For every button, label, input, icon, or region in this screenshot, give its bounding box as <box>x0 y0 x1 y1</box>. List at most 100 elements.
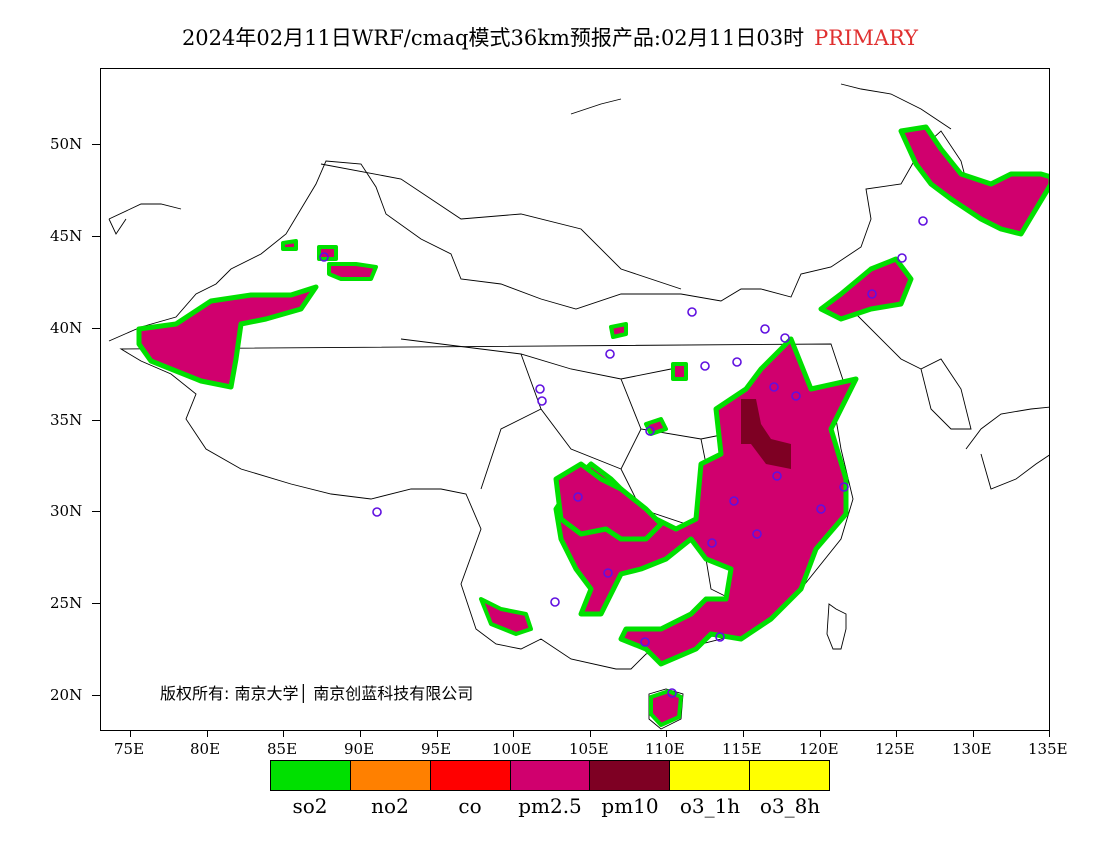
station-marker <box>319 252 329 262</box>
station-marker <box>791 391 801 401</box>
lat-tick <box>92 420 100 421</box>
legend-swatch-pm25 <box>510 761 591 790</box>
lon-label-105e: 105E <box>569 740 609 758</box>
lat-label-45n: 45N <box>50 227 83 245</box>
lat-tick <box>92 603 100 604</box>
taiwan-coast <box>826 603 847 650</box>
station-marker <box>645 426 655 436</box>
patch-northeast <box>898 124 1049 237</box>
lon-tick <box>896 731 897 737</box>
patch-yunnan <box>479 597 533 636</box>
lat-label-35n: 35N <box>50 411 83 429</box>
patch-pm10 <box>741 399 791 469</box>
station-marker <box>816 504 826 514</box>
station-marker <box>897 253 907 263</box>
mongolia-border <box>320 163 682 290</box>
lon-label-90e: 90E <box>344 740 375 758</box>
lon-tick <box>743 731 744 737</box>
lon-tick <box>360 731 361 737</box>
lat-label-40n: 40N <box>50 319 83 337</box>
legend-swatch-co <box>430 761 511 790</box>
legend-swatch-o3-1h <box>670 761 751 790</box>
lon-tick <box>973 731 974 737</box>
lat-tick <box>92 328 100 329</box>
station-marker <box>772 471 782 481</box>
lon-tick <box>283 731 284 737</box>
japan-coast <box>965 406 1049 490</box>
patch-xinjiang-dot1 <box>281 239 298 251</box>
station-marker <box>573 492 583 502</box>
lon-label-100e: 100E <box>492 740 532 758</box>
lon-tick <box>590 731 591 737</box>
map-title: 2024年02月11日WRF/cmaq模式36km预报产品:02月11日03时 P… <box>0 22 1100 52</box>
title-main: 2024年02月11日WRF/cmaq模式36km预报产品:02月11日03时 <box>181 26 805 50</box>
china-border <box>108 130 1047 670</box>
station-marker <box>752 529 762 539</box>
lat-tick <box>92 236 100 237</box>
copyright-text: 版权所有: 南京大学│ 南京创蓝科技有限公司 <box>160 684 474 703</box>
station-marker <box>760 324 770 334</box>
station-marker <box>372 507 382 517</box>
lon-label-95e: 95E <box>421 740 452 758</box>
station-marker <box>605 349 615 359</box>
hainan-coast <box>648 688 684 730</box>
lon-label-135e: 135E <box>1028 740 1068 758</box>
patch-xinjiang-west <box>136 284 319 390</box>
korea-border <box>920 358 972 430</box>
station-marker <box>715 632 725 642</box>
patch-central-1 <box>644 417 668 436</box>
station-marker <box>732 357 742 367</box>
lat-label-20n: 20N <box>50 686 83 704</box>
station-marker <box>535 384 545 394</box>
lon-label-80e: 80E <box>190 740 221 758</box>
title-tag: PRIMARY <box>814 26 919 50</box>
legend-swatch-so2 <box>271 761 351 790</box>
station-marker <box>537 396 547 406</box>
station-marker <box>687 307 697 317</box>
station-marker <box>780 333 790 343</box>
legend-swatch-o3-8h <box>750 761 830 790</box>
lon-label-130e: 130E <box>952 740 992 758</box>
lat-label-25n: 25N <box>50 594 83 612</box>
lon-label-85e: 85E <box>267 740 298 758</box>
patch-xinjiang-north <box>327 262 378 281</box>
lon-tick <box>666 731 667 737</box>
station-marker <box>603 568 613 578</box>
legend-label-pm25: pm2.5 <box>518 794 582 818</box>
patch-sichuan <box>553 461 664 542</box>
patch-hainan <box>649 689 683 727</box>
station-marker <box>700 361 710 371</box>
lon-tick <box>513 731 514 737</box>
map-frame <box>100 68 1050 731</box>
map-canvas <box>108 83 1049 730</box>
lon-label-115e: 115E <box>722 740 762 758</box>
lat-tick <box>92 144 100 145</box>
station-marker <box>667 688 677 698</box>
patch-east-china <box>553 336 859 667</box>
lon-tick <box>820 731 821 737</box>
station-marker <box>729 496 739 506</box>
station-marker <box>867 289 877 299</box>
legend-label-pm10: pm10 <box>601 794 659 818</box>
west-coast <box>108 203 182 235</box>
lon-label-110e: 110E <box>645 740 685 758</box>
station-marker <box>769 382 779 392</box>
lon-label-120e: 120E <box>799 740 839 758</box>
lon-tick <box>130 731 131 737</box>
legend-label-o3-1h: o3_1h <box>679 794 741 818</box>
russia-coast <box>570 83 952 130</box>
legend-swatch-pm10 <box>590 761 671 790</box>
lon-label-75e: 75E <box>114 740 145 758</box>
legend-label-o3-8h: o3_8h <box>759 794 821 818</box>
legend-label-so2: so2 <box>292 794 328 818</box>
station-marker <box>839 482 849 492</box>
lon-tick <box>1049 731 1050 737</box>
lat-tick <box>92 511 100 512</box>
lat-label-50n: 50N <box>50 135 83 153</box>
patch-north-2 <box>671 362 688 381</box>
legend-label-no2: no2 <box>371 794 409 818</box>
lon-label-125e: 125E <box>875 740 915 758</box>
patch-liaoning <box>818 256 914 322</box>
lon-tick <box>207 731 208 737</box>
legend-swatch-no2 <box>350 761 431 790</box>
